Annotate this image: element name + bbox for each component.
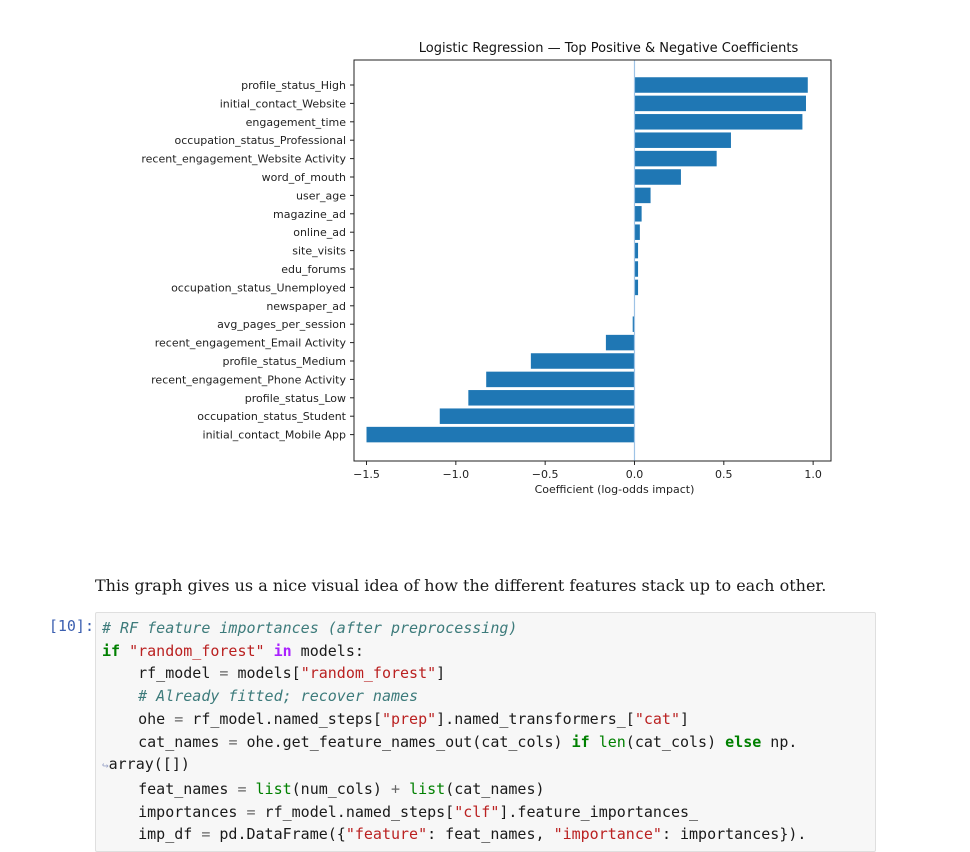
bar — [634, 242, 639, 259]
bar — [530, 353, 635, 369]
y-tick-label: recent_engagement_Email Activity — [155, 337, 347, 350]
x-tick-label: −1.0 — [442, 468, 469, 481]
bar — [634, 261, 639, 277]
x-tick-label: −0.5 — [532, 468, 559, 481]
bar — [634, 77, 808, 93]
code-line: # Already fitted; recover names — [138, 687, 419, 706]
y-tick-label: occupation_status_Unemployed — [171, 281, 346, 294]
y-tick-label: profile_status_Low — [245, 392, 346, 405]
y-tick-label: initial_contact_Mobile App — [203, 429, 347, 442]
code-cell[interactable]: # RF feature importances (after preproce… — [95, 612, 876, 852]
y-tick-label: word_of_mouth — [262, 171, 346, 184]
x-tick-label: 1.0 — [804, 468, 822, 481]
bar — [468, 390, 635, 406]
bar — [634, 169, 681, 185]
code-line: if "random_forest" in models: — [102, 641, 364, 660]
y-tick-label: user_age — [296, 189, 346, 202]
y-tick-label: recent_engagement_Phone Activity — [151, 373, 346, 386]
chart-svg: profile_status_High initial_contact_Websi… — [141, 41, 832, 496]
markdown-text: This graph gives us a nice visual idea o… — [95, 576, 827, 595]
code-line: ohe = rf_model.named_steps["prep"].named… — [102, 709, 690, 728]
cell-prompt: [10]: — [48, 617, 94, 635]
y-tick-label: newspaper_ad — [266, 300, 346, 313]
y-tick-label: occupation_status_Professional — [175, 134, 347, 147]
chart-title: Logistic Regression — Top Positive & Neg… — [419, 41, 799, 56]
bar — [634, 206, 642, 222]
y-tick-label: recent_engagement_Website Activity — [141, 153, 346, 166]
coefficient-chart: profile_status_High initial_contact_Websi… — [141, 41, 832, 496]
plot-frame — [353, 59, 832, 462]
bar — [486, 371, 635, 388]
y-tick-label: magazine_ad — [273, 208, 346, 221]
y-tick-label: engagement_time — [246, 116, 347, 129]
bar — [634, 95, 806, 112]
y-tick-label: profile_status_High — [241, 79, 346, 92]
code-line: importances = rf_model.named_steps["clf"… — [102, 802, 699, 821]
bar — [634, 114, 803, 130]
y-tick-label: edu_forums — [281, 263, 346, 276]
code-line: imp_df = pd.DataFrame({"feature": feat_n… — [102, 825, 807, 844]
code-line-continuation: ↪array([]) — [102, 755, 190, 774]
bar — [634, 224, 640, 240]
x-tick-label: −1.5 — [353, 468, 380, 481]
x-tick-label: 0.0 — [626, 468, 644, 481]
x-axis-label: Coefficient (log-odds impact) — [535, 483, 695, 496]
bar — [634, 279, 639, 296]
y-tick-label: site_visits — [292, 245, 346, 258]
bar — [634, 132, 731, 148]
code-editor[interactable]: # RF feature importances (after preproce… — [96, 613, 875, 850]
x-tick-label: 0.5 — [715, 468, 733, 481]
y-tick-label: initial_contact_Website — [220, 97, 346, 110]
bar — [634, 187, 651, 204]
bar — [632, 316, 635, 332]
code-line: rf_model = models["random_forest"] — [102, 664, 446, 683]
y-tick-label: occupation_status_Student — [197, 410, 346, 423]
y-tick-label: profile_status_Medium — [222, 355, 346, 368]
code-line: cat_names = ohe.get_feature_names_out(ca… — [102, 732, 798, 751]
bar — [439, 408, 635, 424]
bar — [634, 150, 717, 167]
y-tick-label: online_ad — [293, 226, 346, 239]
bar — [366, 426, 635, 443]
code-line: feat_names = list(num_cols) + list(cat_n… — [102, 779, 545, 798]
code-line: # RF feature importances (after preproce… — [102, 619, 518, 637]
bar — [605, 334, 635, 351]
y-tick-label: avg_pages_per_session — [217, 318, 346, 331]
